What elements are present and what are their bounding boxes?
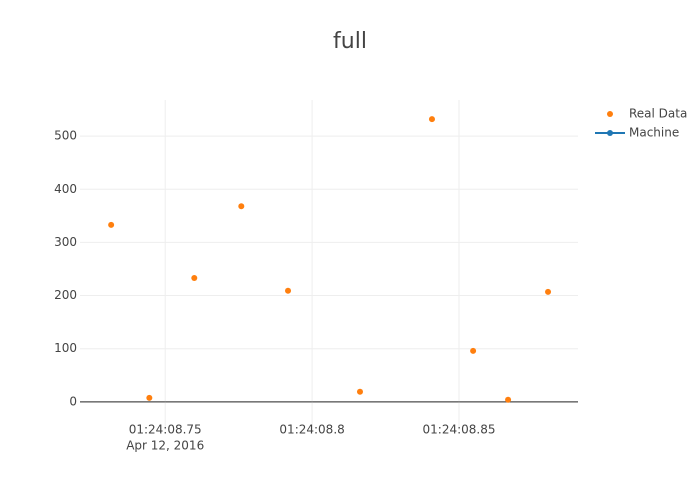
x-tick-label: 01:24:08.75 xyxy=(129,423,202,437)
x-tick-date: Apr 12, 2016 xyxy=(126,439,204,453)
y-tick-label: 100 xyxy=(54,341,77,355)
point xyxy=(470,347,477,354)
y-tick-label: 500 xyxy=(54,129,77,143)
point xyxy=(356,388,363,395)
legend-label: Real Data xyxy=(629,107,687,121)
point xyxy=(108,221,115,228)
y-tick-label: 200 xyxy=(54,288,77,302)
chart-title: full xyxy=(333,29,367,54)
point xyxy=(428,116,435,123)
legend-label: Machine xyxy=(629,126,679,140)
point xyxy=(146,394,153,401)
legend-marker xyxy=(607,111,613,117)
y-tick-label: 0 xyxy=(69,394,77,408)
point xyxy=(505,396,512,403)
x-tick-label: 01:24:08.8 xyxy=(279,423,344,437)
point xyxy=(285,287,292,294)
x-tick-label: 01:24:08.85 xyxy=(423,423,496,437)
legend-marker xyxy=(607,130,613,136)
point xyxy=(191,275,198,282)
point xyxy=(545,288,552,295)
y-tick-label: 400 xyxy=(54,182,77,196)
point xyxy=(238,203,245,210)
y-tick-label: 300 xyxy=(54,235,77,249)
